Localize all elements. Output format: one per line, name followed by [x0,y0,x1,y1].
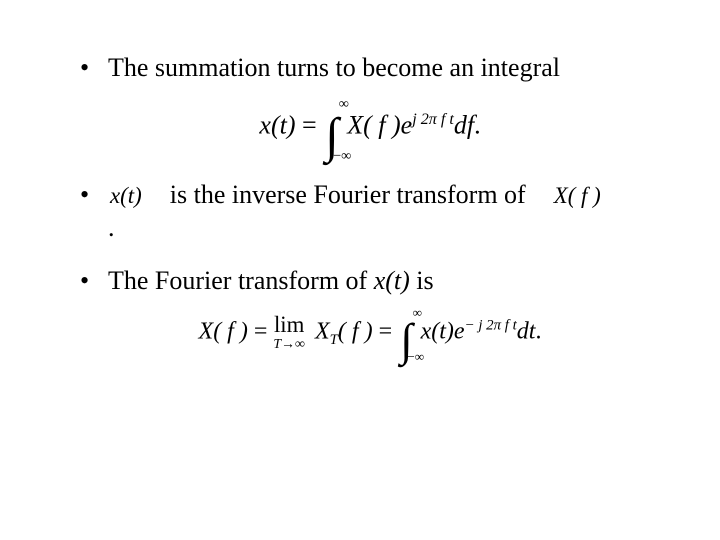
eq2-dt: dt [517,318,536,344]
eq1-lhs: x(t) [259,111,295,140]
eq1-int-lower: −∞ [333,149,351,163]
bullet-2-text: is the inverse Fourier transform of [170,180,526,209]
eq1-equals: = [302,111,317,140]
eq2-period: . [535,318,541,344]
eq2-XT-sub: T [330,332,338,348]
eq2-integrand: x(t)e [421,318,465,344]
slide: The summation turns to become an integra… [0,0,720,540]
eq2-lim: lim T→∞ [273,314,305,352]
eq2-integral: ∫ ∞ −∞ [400,310,413,356]
eq1-integral: ∫ ∞ −∞ [325,103,339,152]
bullet-3-xt: x(t) [374,266,410,295]
eq2-Xf: X( f ) [199,318,248,344]
eq2-exp: − j 2π f t [465,317,517,333]
bullet-2-period: . [108,210,660,245]
bullet-3-pre: The Fourier transform of [108,266,374,295]
eq2-int-lower: −∞ [407,349,424,365]
eq2-eq2: = [379,318,393,344]
eq1-int-upper: ∞ [339,97,349,111]
eq2-XT: X [315,318,330,344]
eq1-integrand: X( f )e [347,111,412,140]
bullet-2-math-Xf: X( f ) [552,181,603,212]
bullet-3: The Fourier transform of x(t) is [80,263,660,298]
eq1-exp: j 2π f t [412,111,454,128]
eq2-int-upper: ∞ [413,305,422,321]
eq2-XT-tail: ( f ) [338,318,373,344]
bullet-list-2: x(t) is the inverse Fourier transform of… [80,177,660,298]
eq1-df: df [454,111,474,140]
bullet-1: The summation turns to become an integra… [80,50,660,85]
bullet-list: The summation turns to become an integra… [80,50,660,85]
eq2-lim-sub: T→∞ [273,338,305,352]
eq2-eq1: = [254,318,268,344]
bullet-3-post: is [410,266,434,295]
bullet-2-math-xt: x(t) [108,181,144,212]
bullet-2: x(t) is the inverse Fourier transform of… [80,177,660,245]
bullet-1-text: The summation turns to become an integra… [108,53,560,82]
eq2-lim-label: lim [273,314,305,337]
eq1-period: . [474,111,481,140]
equation-2: X( f ) = lim T→∞ XT( f ) = ∫ ∞ −∞ x(t)e−… [80,310,660,356]
equation-1: x(t) = ∫ ∞ −∞ X( f )ej 2π f tdf. [80,103,660,152]
